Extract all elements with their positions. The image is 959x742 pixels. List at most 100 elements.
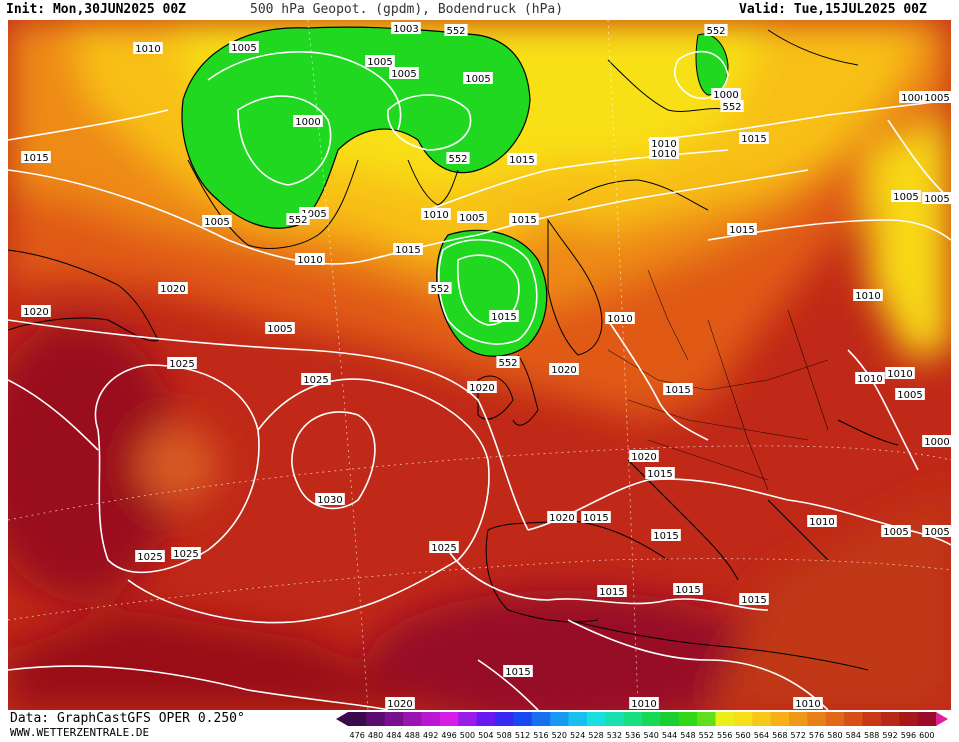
scale-tick-label: 516: [533, 731, 548, 740]
scale-tick-label: 512: [515, 731, 530, 740]
isobar-label: 1015: [503, 665, 533, 678]
isobar-label: 1000: [293, 115, 323, 128]
isobar-label: 1020: [549, 363, 579, 376]
scale-cell: [715, 712, 735, 726]
scale-tick-label: 496: [441, 731, 456, 740]
scale-arrow-left: [336, 712, 348, 726]
scale-cell: [844, 712, 863, 726]
svg-text:1003: 1003: [393, 24, 418, 35]
scale-arrow-right: [936, 712, 948, 726]
svg-text:1005: 1005: [204, 217, 229, 228]
scale-tick-label: 544: [662, 731, 677, 740]
isobar-label: 1005: [922, 91, 951, 104]
svg-text:1015: 1015: [509, 155, 534, 166]
init-time: Init: Mon,30JUN2025 00Z: [6, 2, 187, 17]
svg-text:1010: 1010: [857, 374, 882, 385]
isobar-label: 1015: [739, 593, 769, 606]
svg-text:1015: 1015: [647, 469, 672, 480]
scale-tick-label: 560: [735, 731, 750, 740]
svg-text:1020: 1020: [631, 452, 656, 463]
isobar-label: 1025: [167, 357, 197, 370]
isobar-label: 1003: [391, 22, 421, 35]
isobar-label: 1005: [922, 525, 951, 538]
isobar-label: 1005: [265, 322, 295, 335]
isobar-label: 1010: [421, 208, 451, 221]
svg-text:1015: 1015: [511, 215, 536, 226]
scale-cell: [421, 712, 441, 726]
svg-text:1010: 1010: [887, 369, 912, 380]
scale-tick-label: 596: [901, 731, 916, 740]
svg-text:1030: 1030: [317, 495, 342, 506]
svg-text:1005: 1005: [924, 93, 949, 104]
scale-cell: [660, 712, 680, 726]
svg-text:1010: 1010: [631, 699, 656, 710]
isobar-label: 1015: [581, 511, 611, 524]
scale-cell: [366, 712, 386, 726]
svg-text:1025: 1025: [137, 552, 162, 563]
isobar-label: 1015: [645, 467, 675, 480]
scale-tick-label: 524: [570, 731, 585, 740]
svg-text:1005: 1005: [897, 390, 922, 401]
isobar-label: 1005: [922, 192, 951, 205]
isobar-label: 1010: [807, 515, 837, 528]
svg-text:1015: 1015: [675, 585, 700, 596]
svg-text:1015: 1015: [599, 587, 624, 598]
isobar-label: 1015: [651, 529, 681, 542]
svg-text:552: 552: [706, 26, 725, 37]
isobar-label: 1010: [605, 312, 635, 325]
svg-text:1010: 1010: [423, 210, 448, 221]
svg-text:552: 552: [288, 215, 307, 226]
svg-text:1015: 1015: [491, 312, 516, 323]
valid-time: Valid: Tue,15JUL2025 00Z: [739, 2, 927, 17]
scale-tick-label: 500: [460, 731, 475, 740]
scale-cell: [550, 712, 569, 726]
isobar-label: 1010: [793, 697, 823, 710]
svg-text:1005: 1005: [893, 192, 918, 203]
svg-text:552: 552: [722, 102, 741, 113]
scale-tick-label: 488: [405, 731, 420, 740]
svg-text:1015: 1015: [665, 385, 690, 396]
svg-text:1000: 1000: [901, 93, 926, 104]
isobar-label: 1020: [158, 282, 188, 295]
isobar-label: 1005: [365, 55, 395, 68]
scale-cell: [642, 712, 661, 726]
svg-text:1015: 1015: [395, 245, 420, 256]
scale-tick-label: 588: [864, 731, 879, 740]
isobar-label: 1000: [899, 91, 929, 104]
isobar-label: 1025: [135, 550, 165, 563]
scale-tick-label: 572: [791, 731, 806, 740]
scale-cell: [623, 712, 643, 726]
isobar-label: 1005: [881, 525, 911, 538]
scale-tick-label: 540: [644, 731, 659, 740]
scale-cell: [825, 712, 845, 726]
isobar-label: 1005: [457, 211, 487, 224]
geopotential-label: 552: [720, 100, 744, 113]
scale-tick-label: 568: [772, 731, 787, 740]
geopotential-label: 552: [446, 152, 470, 165]
isobar-label: 1020: [21, 305, 51, 318]
svg-text:1020: 1020: [160, 284, 185, 295]
isobar-label: 1025: [301, 373, 331, 386]
scale-cell: [678, 712, 698, 726]
svg-text:1010: 1010: [135, 44, 160, 55]
svg-text:1005: 1005: [301, 209, 326, 220]
isobar-label: 1010: [133, 42, 163, 55]
isobar-label: 1015: [739, 132, 769, 145]
scale-cell: [458, 712, 478, 726]
svg-text:1000: 1000: [924, 437, 949, 448]
coastlines: [8, 29, 899, 671]
svg-text:1015: 1015: [741, 134, 766, 145]
color-scale: 476 480 484 488 492 496 500 504 508 512 516 520 524 5…: [336, 712, 948, 740]
isobar-label: 1015: [393, 243, 423, 256]
isobar-label: 1000: [922, 435, 951, 448]
isobar-label: 1005: [229, 41, 259, 54]
isobar-label: 1015: [673, 583, 703, 596]
svg-text:1000: 1000: [713, 90, 738, 101]
svg-text:1005: 1005: [267, 324, 292, 335]
scale-cell: [605, 712, 625, 726]
scale-tick-label: 552: [699, 731, 714, 740]
isobar-label: 1005: [389, 67, 419, 80]
isobar-label: 1020: [467, 381, 497, 394]
scale-cell: [586, 712, 606, 726]
political-borders: [607, 269, 829, 491]
